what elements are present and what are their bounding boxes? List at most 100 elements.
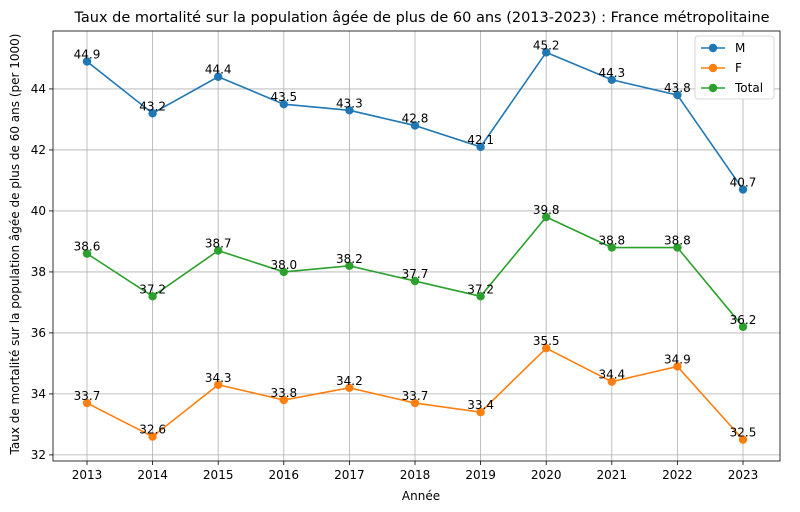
- data-label-f: 33.8: [270, 386, 297, 400]
- data-label-f: 34.9: [664, 352, 691, 366]
- data-label-total: 38.7: [205, 237, 232, 251]
- x-tick-label: 2023: [728, 468, 759, 482]
- y-tick-label: 40: [31, 204, 46, 218]
- data-label-f: 35.5: [533, 334, 560, 348]
- data-point-f: [476, 408, 485, 417]
- data-point-m: [476, 142, 485, 152]
- data-point-f: [214, 380, 223, 389]
- data-label-f: 32.5: [730, 426, 757, 440]
- data-point-m: [542, 48, 551, 57]
- data-label-f: 34.4: [598, 368, 625, 382]
- data-point-f: [148, 432, 157, 441]
- legend-label-f: F: [735, 61, 742, 75]
- x-tick-label: 2022: [662, 468, 693, 482]
- plot-area-frame: [52, 30, 781, 462]
- data-label-m: 44.4: [205, 63, 232, 77]
- data-point-f: [542, 343, 551, 353]
- data-point-f: [410, 398, 420, 408]
- data-labels: 44.9 43.2 44.4 43.5 43.3 42.8 42.1 45.2 44.3 43.8…: [74, 38, 757, 439]
- data-label-m: 42.1: [467, 133, 494, 147]
- data-label-m: 44.9: [74, 47, 101, 61]
- data-point-total: [148, 292, 157, 301]
- data-label-m: 40.7: [730, 176, 757, 190]
- data-point-f: [738, 435, 748, 444]
- data-point-m: [410, 121, 420, 130]
- legend-marker-total: [708, 83, 718, 93]
- data-point-total: [410, 276, 420, 286]
- data-label-total: 37.2: [467, 282, 494, 296]
- legend-marker-f: [708, 63, 718, 73]
- data-label-m: 43.5: [270, 90, 297, 104]
- x-tick-label: 2019: [465, 468, 496, 482]
- data-label-total: 38.8: [664, 234, 691, 248]
- x-tick-label: 2020: [531, 468, 562, 482]
- data-point-total: [673, 243, 682, 252]
- x-tick-label: 2021: [597, 468, 628, 482]
- data-point-m: [738, 185, 748, 194]
- data-label-f: 34.2: [336, 374, 363, 388]
- data-label-total: 36.2: [730, 313, 757, 327]
- y-axis-label: Taux de mortalité sur la population âgée…: [8, 34, 22, 456]
- y-tick-label: 42: [31, 143, 46, 157]
- y-tick-label: 38: [31, 265, 46, 279]
- data-label-f: 33.4: [467, 398, 494, 412]
- axis-ticks: 2013 2014 2015 2016 2017 2018 2019 2020 2021 2022…: [31, 82, 759, 482]
- x-tick-label: 2016: [269, 468, 300, 482]
- series-layer: [82, 48, 748, 444]
- data-point-total: [607, 243, 616, 252]
- y-tick-label: 32: [31, 448, 46, 462]
- x-tick-label: 2015: [203, 468, 234, 482]
- data-label-f: 33.7: [402, 389, 429, 403]
- data-point-total: [476, 292, 485, 301]
- legend-label-total: Total: [734, 81, 763, 95]
- x-axis-label: Année: [402, 489, 440, 503]
- data-point-f: [82, 398, 92, 408]
- data-label-m: 43.3: [336, 96, 363, 110]
- data-label-total: 38.8: [598, 234, 625, 248]
- grid: [53, 31, 780, 461]
- legend: MF Total: [694, 35, 775, 100]
- x-tick-label: 2014: [137, 468, 168, 482]
- data-point-total: [214, 246, 223, 255]
- data-point-f: [279, 395, 288, 405]
- data-point-m: [345, 106, 354, 115]
- data-point-f: [607, 377, 616, 386]
- x-tick-label: 2018: [400, 468, 431, 482]
- data-label-total: 39.8: [533, 203, 560, 217]
- data-point-total: [542, 212, 551, 222]
- chart-title: Taux de mortalité sur la population âgée…: [73, 10, 769, 26]
- data-point-f: [673, 362, 682, 371]
- data-label-total: 37.7: [402, 267, 429, 281]
- data-label-total: 38.6: [74, 240, 101, 254]
- y-tick-label: 36: [31, 326, 46, 340]
- y-tick-label: 44: [31, 82, 46, 96]
- x-tick-label: 2013: [72, 468, 103, 482]
- data-label-f: 32.6: [139, 423, 166, 437]
- data-point-m: [214, 72, 223, 81]
- data-label-total: 38.2: [336, 252, 363, 266]
- data-point-m: [82, 57, 92, 66]
- data-point-m: [148, 109, 157, 118]
- data-label-f: 34.3: [205, 371, 232, 385]
- data-label-m: 43.8: [664, 81, 691, 95]
- data-label-m: 42.8: [402, 112, 429, 126]
- legend-marker-m: [708, 43, 718, 53]
- legend-label-m: M: [735, 41, 745, 55]
- data-point-total: [345, 261, 354, 271]
- y-tick-label: 34: [31, 387, 46, 401]
- data-point-m: [673, 90, 682, 100]
- data-label-total: 37.2: [139, 282, 166, 296]
- data-point-m: [607, 75, 616, 84]
- data-point-m: [279, 99, 288, 109]
- data-label-total: 38.0: [270, 258, 297, 272]
- data-label-m: 45.2: [533, 38, 560, 52]
- data-label-f: 33.7: [74, 389, 101, 403]
- data-point-f: [345, 383, 354, 393]
- data-label-m: 43.2: [139, 99, 166, 113]
- data-point-total: [279, 267, 288, 277]
- x-tick-label: 2017: [334, 468, 365, 482]
- data-point-total: [738, 322, 748, 332]
- data-label-m: 44.3: [598, 66, 625, 80]
- data-point-total: [82, 249, 92, 258]
